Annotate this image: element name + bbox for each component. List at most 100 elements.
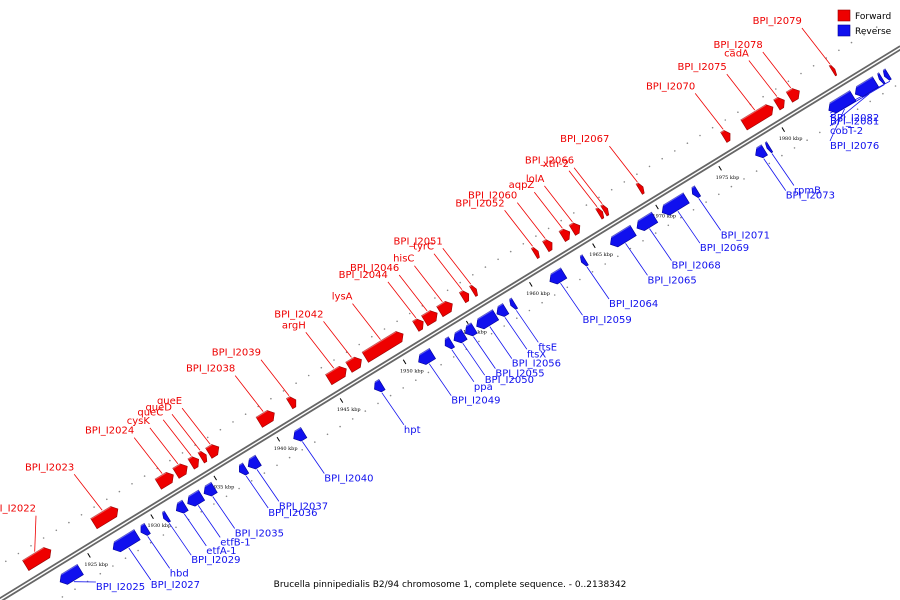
gene-label[interactable]: xth-2 xyxy=(543,159,569,170)
gene-arrow[interactable] xyxy=(828,64,838,77)
gene-arrow[interactable] xyxy=(205,442,222,459)
gene-arrow[interactable] xyxy=(606,224,637,249)
gene-label[interactable]: BPI_I2027 xyxy=(151,580,200,591)
gene-label[interactable]: ppa xyxy=(474,382,493,393)
gene-arrow[interactable] xyxy=(436,299,456,318)
gene-label[interactable]: etfA-1 xyxy=(206,546,236,557)
gene-label[interactable]: lysA xyxy=(332,292,353,303)
gene-label[interactable]: argH xyxy=(282,320,306,331)
gene-label[interactable]: hpt xyxy=(404,425,421,436)
gene-label[interactable]: rpmB xyxy=(794,186,821,197)
gene-arrow[interactable] xyxy=(751,143,768,161)
gene-arrow[interactable] xyxy=(412,316,427,332)
gene-arrow[interactable] xyxy=(325,364,350,386)
gene-label[interactable]: BPI_I2081 xyxy=(830,117,879,128)
gene-arrow[interactable] xyxy=(493,302,510,319)
gene-label[interactable]: BPI_I2065 xyxy=(648,275,697,286)
gene-label[interactable]: BPI_I2050 xyxy=(485,375,534,386)
gene-arrow[interactable] xyxy=(658,191,690,218)
gene-arrow[interactable] xyxy=(688,184,702,199)
gene-label[interactable]: BPI_I2067 xyxy=(560,134,609,145)
gene-label[interactable]: BPI_I2049 xyxy=(451,396,500,407)
gene-arrow[interactable] xyxy=(542,238,556,253)
gene-label[interactable]: BPI_I2078 xyxy=(714,40,763,51)
gene-arrow[interactable] xyxy=(785,86,802,103)
gene-label[interactable]: queE xyxy=(157,396,182,407)
gene-label[interactable]: cadA xyxy=(724,49,749,60)
gene-arrow[interactable] xyxy=(414,347,436,367)
gene-arrow[interactable] xyxy=(197,450,209,464)
gene-arrow[interactable] xyxy=(763,140,774,154)
gene-arrow[interactable] xyxy=(187,454,202,470)
gene-arrow[interactable] xyxy=(600,203,611,217)
gene-label[interactable]: BPI_I2023 xyxy=(25,462,74,473)
gene-label[interactable]: BPI_I2025 xyxy=(96,582,145,593)
gene-label[interactable]: BPI_I2040 xyxy=(324,474,373,485)
gene-arrow[interactable] xyxy=(90,504,121,530)
gene-label[interactable]: hbd xyxy=(170,568,189,579)
gene-label[interactable]: BPI_I2035 xyxy=(235,529,284,540)
gene-arrow[interactable] xyxy=(244,454,262,471)
gene-arrow[interactable] xyxy=(875,71,886,85)
gene-arrow[interactable] xyxy=(468,284,479,297)
gene-arrow[interactable] xyxy=(200,481,218,498)
gene-label[interactable]: BPI_I2066 xyxy=(525,156,574,167)
gene-arrow[interactable] xyxy=(635,182,646,195)
gene-label[interactable]: BPI_I2056 xyxy=(512,359,561,370)
gene-label[interactable]: BPI_I2052 xyxy=(455,198,504,209)
gene-arrow[interactable] xyxy=(172,461,191,479)
gene-label[interactable]: ftsE xyxy=(538,342,557,353)
gene-label[interactable]: BPI_I2075 xyxy=(678,62,727,73)
gene-label[interactable]: BPI_I2051 xyxy=(394,236,443,247)
gene-arrow[interactable] xyxy=(172,499,189,516)
gene-label[interactable]: ftsX xyxy=(527,349,546,360)
gene-arrow[interactable] xyxy=(420,308,440,327)
gene-arrow[interactable] xyxy=(22,545,55,571)
gene-label[interactable]: BPI_I2037 xyxy=(279,501,328,512)
gene-arrow[interactable] xyxy=(345,354,365,373)
gene-label[interactable]: BPI_I2042 xyxy=(274,309,323,320)
gene-label[interactable]: BPI_I2046 xyxy=(350,263,399,274)
gene-label[interactable]: queD xyxy=(145,402,172,413)
gene-label[interactable]: BPI_I2036 xyxy=(268,508,317,519)
gene-arrow[interactable] xyxy=(773,95,788,111)
gene-arrow[interactable] xyxy=(472,308,500,332)
gene-arrow[interactable] xyxy=(159,510,171,524)
gene-arrow[interactable] xyxy=(507,297,519,311)
gene-label[interactable]: BPI_I2029 xyxy=(191,555,240,566)
gene-arrow[interactable] xyxy=(740,102,776,131)
gene-arrow[interactable] xyxy=(361,329,406,363)
gene-label[interactable]: BPI_I2076 xyxy=(830,141,879,152)
gene-label[interactable]: BPI_I2055 xyxy=(495,369,544,380)
gene-arrow[interactable] xyxy=(235,462,250,477)
gene-arrow[interactable] xyxy=(441,335,456,351)
gene-label[interactable]: BPI_I2059 xyxy=(583,315,632,326)
gene-label[interactable]: BPI_I2082 xyxy=(830,113,879,124)
gene-label[interactable]: BPI_I2073 xyxy=(786,191,835,202)
gene-label[interactable]: BPI_I2068 xyxy=(672,261,721,272)
gene-arrow[interactable] xyxy=(568,220,583,236)
gene-label[interactable]: BPI_I2039 xyxy=(212,348,261,359)
gene-arrow[interactable] xyxy=(633,211,659,233)
gene-arrow[interactable] xyxy=(109,528,141,555)
gene-label[interactable]: BPI_I2071 xyxy=(721,230,770,241)
gene-arrow[interactable] xyxy=(289,426,308,443)
gene-arrow[interactable] xyxy=(530,246,541,259)
gene-label[interactable]: lolA xyxy=(526,174,545,185)
gene-label[interactable]: BPI_I2064 xyxy=(609,299,658,310)
gene-label[interactable]: aqpZ xyxy=(509,180,535,191)
gene-arrow[interactable] xyxy=(577,253,589,268)
gene-arrow[interactable] xyxy=(154,470,176,490)
gene-label[interactable]: BPI_I2022 xyxy=(0,504,36,515)
gene-arrow[interactable] xyxy=(720,128,734,143)
gene-arrow[interactable] xyxy=(285,395,299,410)
gene-label[interactable]: etfB-1 xyxy=(220,537,250,548)
gene-arrow[interactable] xyxy=(461,322,478,339)
gene-label[interactable]: BPI_I2044 xyxy=(339,270,388,281)
gene-label[interactable]: hisC xyxy=(393,254,414,265)
gene-arrow[interactable] xyxy=(255,408,277,428)
gene-label[interactable]: BPI_I2079 xyxy=(753,16,802,27)
gene-arrow[interactable] xyxy=(56,563,84,587)
gene-arrow[interactable] xyxy=(137,522,151,537)
gene-arrow[interactable] xyxy=(546,267,568,287)
